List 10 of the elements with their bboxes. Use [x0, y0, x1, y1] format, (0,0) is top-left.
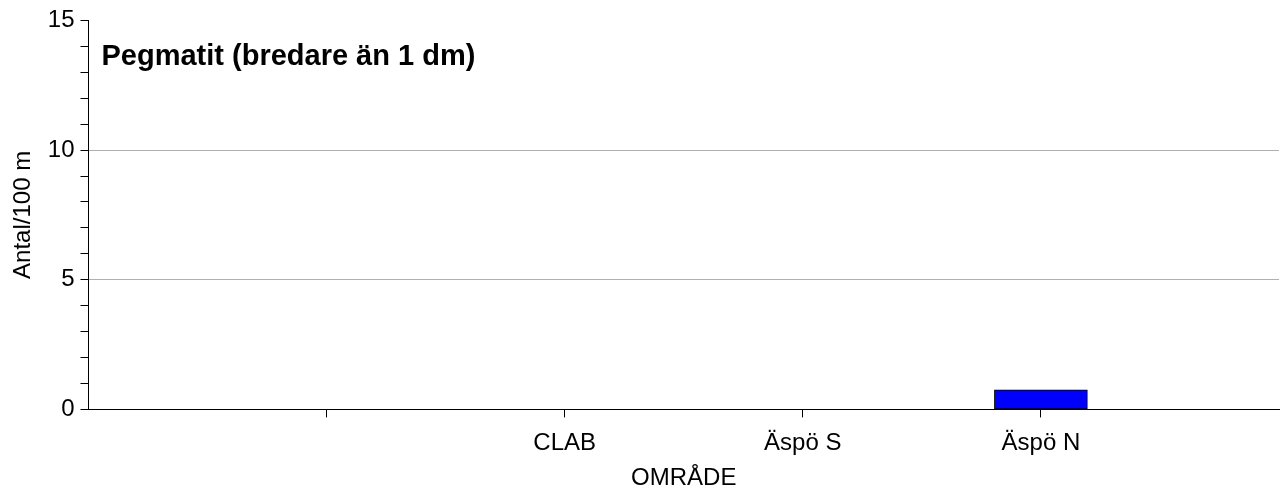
y-tick-label: 5 [61, 264, 75, 292]
y-tick-label: 15 [47, 5, 75, 33]
x-axis-title: OMRÅDE [631, 463, 737, 491]
y-tick-label: 0 [61, 394, 75, 422]
x-tick-label: CLAB [533, 428, 597, 456]
x-tick-label: Äspö N [1001, 428, 1081, 456]
y-axis-title: Antal/100 m [8, 150, 36, 279]
x-tick-label: Äspö S [764, 428, 842, 456]
y-tick-label: 10 [47, 134, 75, 162]
text: Pegmatit (bredare än 1 dm) [101, 38, 476, 71]
